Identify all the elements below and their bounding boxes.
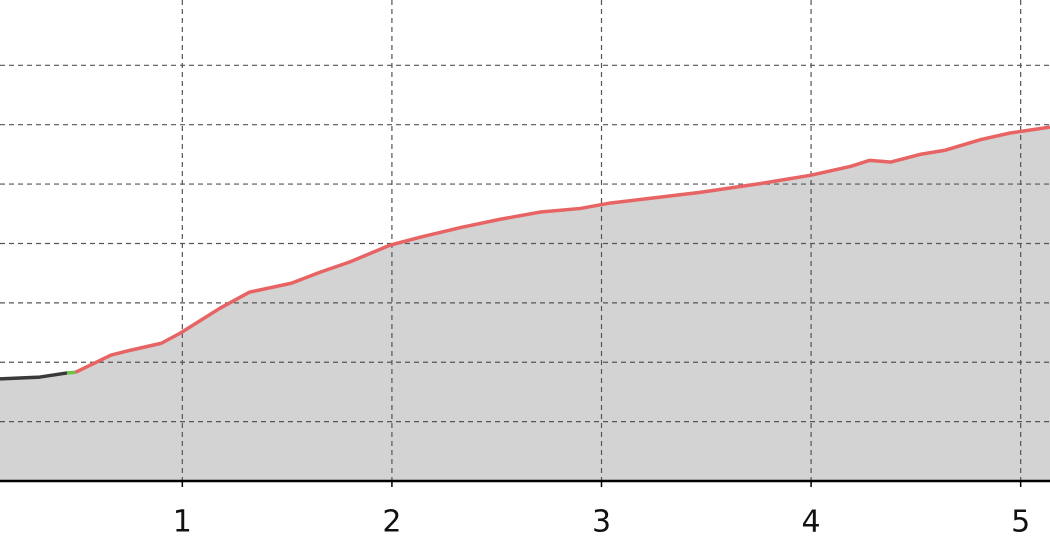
- x-tick-label: 2: [382, 505, 401, 540]
- profile-line: [0, 371, 68, 381]
- profile-line: [66, 370, 76, 375]
- profile-area: [0, 372, 68, 482]
- x-tick-label: 5: [1011, 505, 1030, 540]
- profile-line: [74, 125, 1050, 374]
- x-tick-label: 3: [592, 505, 611, 540]
- profile-area: [74, 126, 1050, 482]
- x-tick-label: 4: [802, 505, 821, 540]
- profile-area: [66, 371, 76, 482]
- x-tick-label: 1: [173, 505, 192, 540]
